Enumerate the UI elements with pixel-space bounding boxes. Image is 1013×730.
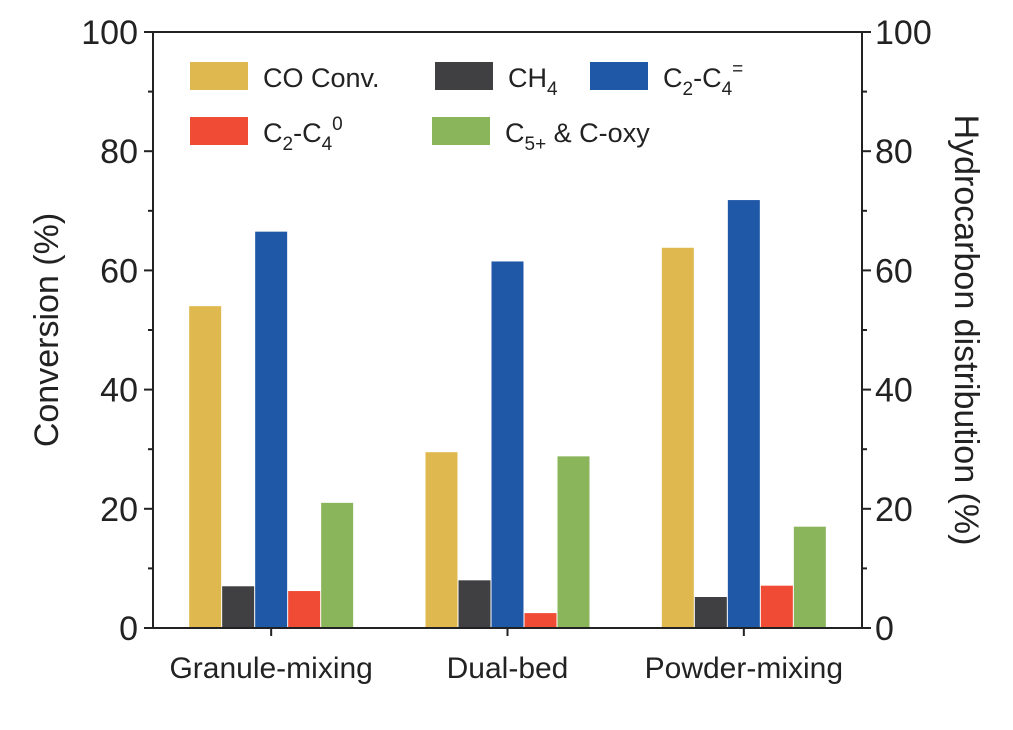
bar-c2-c4--powder-mixing bbox=[727, 200, 760, 628]
bar-c2-c4--granule-mixing bbox=[255, 231, 288, 628]
legend-swatch bbox=[435, 62, 493, 90]
legend-swatch bbox=[190, 117, 248, 145]
x-tick-label: Granule-mixing bbox=[169, 652, 372, 685]
y-left-tick-label: 0 bbox=[119, 610, 138, 648]
legend-label: CO Conv. bbox=[263, 63, 380, 93]
legend-swatch bbox=[590, 62, 648, 90]
legend-label: C2-C40 bbox=[263, 114, 343, 155]
bar-ch4-dual-bed bbox=[458, 580, 491, 628]
bar-c5-c-oxy-dual-bed bbox=[557, 456, 590, 628]
y-right-tick-label: 80 bbox=[875, 133, 913, 171]
y-left-tick-label: 80 bbox=[100, 133, 138, 171]
legend-item: CO Conv. bbox=[190, 62, 380, 93]
y-axis-right-title: Hydrocarbon distribution (%) bbox=[947, 115, 985, 546]
bar-ch4-powder-mixing bbox=[694, 597, 727, 628]
legend: CO Conv. CH4 C2-C4= C2-C40 C5+ & C-oxy bbox=[190, 59, 743, 155]
ticks-layer bbox=[144, 31, 871, 636]
legend-label: C2-C4= bbox=[663, 59, 743, 100]
y-right-tick-label: 40 bbox=[875, 372, 913, 410]
bar-c2-c40-granule-mixing bbox=[288, 591, 321, 628]
bar-c5-c-oxy-powder-mixing bbox=[793, 526, 826, 628]
bar-co-conv--powder-mixing bbox=[661, 247, 694, 628]
labels-layer: 0 0 20 20 40 40 60 60 80 80 100 100 Granule-mixing Du… bbox=[81, 14, 931, 685]
y-right-tick-label: 60 bbox=[875, 252, 913, 290]
y-left-tick-label: 100 bbox=[81, 14, 138, 52]
x-tick-label: Powder-mixing bbox=[645, 652, 843, 685]
bar-co-conv--dual-bed bbox=[425, 452, 458, 628]
legend-item: C2-C40 bbox=[190, 114, 343, 155]
y-left-tick-label: 60 bbox=[100, 252, 138, 290]
legend-label: CH4 bbox=[508, 63, 558, 100]
legend-item: C5+ & C-oxy bbox=[432, 117, 650, 155]
legend-swatch bbox=[190, 62, 248, 90]
y-left-tick-label: 20 bbox=[100, 491, 138, 529]
legend-item: CH4 bbox=[435, 62, 558, 100]
bar-ch4-granule-mixing bbox=[222, 586, 255, 628]
bar-c2-c4--dual-bed bbox=[491, 261, 524, 628]
y-right-tick-label: 0 bbox=[875, 610, 894, 648]
bar-c2-c40-powder-mixing bbox=[760, 585, 793, 628]
bar-co-conv--granule-mixing bbox=[189, 306, 222, 628]
bar-c2-c40-dual-bed bbox=[524, 613, 557, 628]
legend-label: C5+ & C-oxy bbox=[505, 118, 650, 155]
y-axis-left-title: Conversion (%) bbox=[28, 213, 66, 447]
x-tick-label: Dual-bed bbox=[447, 652, 569, 685]
y-left-tick-label: 40 bbox=[100, 372, 138, 410]
y-right-tick-label: 20 bbox=[875, 491, 913, 529]
y-right-tick-label: 100 bbox=[875, 14, 932, 52]
bars-layer bbox=[189, 200, 826, 628]
legend-item: C2-C4= bbox=[590, 59, 743, 100]
legend-swatch bbox=[432, 117, 490, 145]
bar-c5-c-oxy-granule-mixing bbox=[321, 502, 354, 628]
